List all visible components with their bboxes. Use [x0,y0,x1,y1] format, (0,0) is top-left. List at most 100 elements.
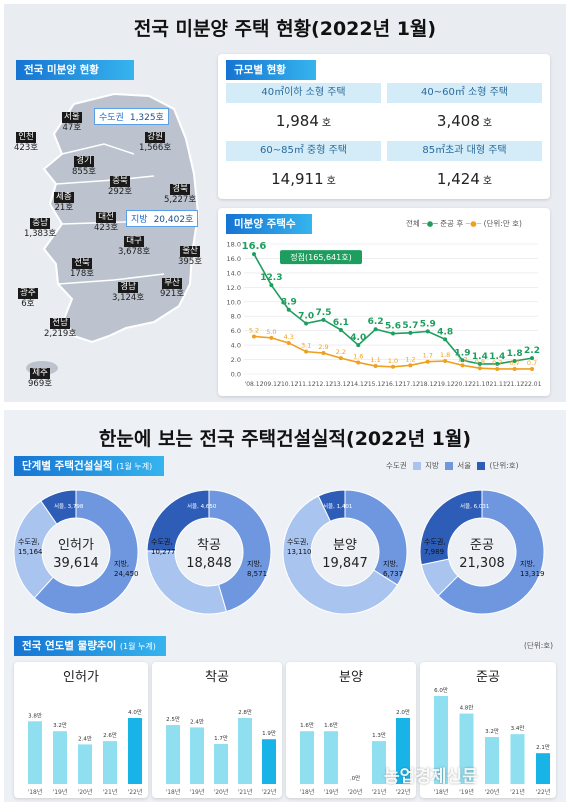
bar-category-label: '19년 [324,788,339,796]
y-tick-label: 8.0 [231,313,241,321]
donut-total: 18,848 [186,556,232,571]
province-box: 지방 20,402호 [126,210,199,227]
data-point [530,356,534,361]
y-tick-label: 4.0 [231,342,241,350]
bar-category-label: '19년 [190,788,205,796]
data-point [530,366,534,371]
data-point [391,331,395,336]
data-point [269,335,274,340]
region-jeonbuk: 전북 178호 [70,258,95,279]
donut-province-label: 지방, [520,559,535,568]
x-tick-label: '19.12 [436,381,455,388]
region-chungbuk: 충북 292호 [108,176,133,197]
data-point [356,343,361,348]
data-point [304,321,309,326]
data-label: 6.1 [333,318,349,328]
size-head-2: 60~85㎡ 중형 주택 [226,141,381,161]
donut-province-label: 지방, [383,559,398,568]
bar-value-label: 3.2만 [485,727,499,735]
bar-category-label: '18년 [434,788,449,796]
region-gyeonggi: 경기 855호 [72,156,97,177]
donut-slice-seoul [317,489,346,522]
bar [53,731,67,784]
legend-unit: (단위:만 호) [483,219,522,228]
bar-value-label: 1.7만 [214,734,228,742]
data-point [356,360,361,365]
bar-value-label: 1.6만 [300,721,314,729]
data-point [425,359,430,364]
bar [238,718,252,784]
region-incheon: 인천 423호 [14,132,39,153]
data-label: 1.2 [457,355,467,363]
bar-value-label: 2.5만 [166,715,180,723]
region-busan: 부산 921호 [160,278,185,299]
bar [536,753,550,784]
yearly-bar-charts: 3.8만 '18년 3.2만 '19년 2.4만 '20년 2.6만 '21년 4.0만 '22년… [28,686,551,796]
bar [166,725,180,784]
donut-province-label: 지방, [114,559,129,568]
data-point [460,363,465,368]
data-point [443,337,448,342]
bar-category-label: '18년 [300,788,315,796]
y-tick-label: 2.0 [231,356,241,364]
bar-value-label: 2.1만 [536,743,550,751]
donut-seoul-label: 서울, 3,798 [54,502,84,510]
data-label: 1.1 [370,356,380,364]
data-label: 5.7 [402,321,418,331]
x-tick-label: '09.12 [262,381,281,388]
x-tick-label: '21.12 [505,381,524,388]
region-jeju: 제주 969호 [28,368,53,389]
x-tick-label: '13.12 [331,381,350,388]
data-label: 1.8 [507,349,523,359]
bar [434,696,448,784]
donut-capital-value: 10,277 [151,548,176,556]
data-point [460,358,465,363]
size-label: 규모별 현황 [226,60,316,80]
bar [510,734,525,784]
donut-slice-province [33,489,139,615]
data-label: 1.8 [440,351,450,359]
donut-slice-seoul [419,489,483,566]
data-point [373,327,378,332]
donut-seoul-label: 서울, 1,401 [323,502,352,510]
data-label: 2.2 [524,346,540,356]
peak-callout-box [280,250,362,265]
donut-slice-province [208,489,272,613]
legend-after: 준공 후 [440,219,464,228]
donut-slice-seoul [146,489,210,552]
series-line-0 [253,253,533,365]
x-tick-label: '21.10 [470,381,489,388]
x-tick-label: '11.12 [297,381,316,388]
bar-value-label: 2.4만 [78,734,92,742]
x-tick-label: '10.12 [279,381,298,388]
y-tick-label: 18.0 [227,241,241,249]
data-label: 1.7 [423,352,433,360]
data-label: 7.5 [316,308,332,318]
x-tick-label: '21.11 [488,381,507,388]
region-daejeon: 대전 423호 [94,212,119,233]
x-tick-label: '08.12 [245,381,264,388]
bar-value-label: 2.6만 [103,731,117,739]
bar [103,741,117,784]
donut-province-value: 6,737 [383,570,403,578]
data-label: 1.9 [455,348,471,358]
data-point [338,356,343,361]
data-label: 1.6 [353,352,363,360]
bar-category-label: '21년 [103,788,118,796]
data-point [338,327,343,332]
bar-value-label: .0만 [350,774,360,782]
bar-category-label: '22년 [536,788,551,796]
donut-capital-value: 15,164 [18,548,43,556]
data-point [391,364,395,369]
region-daegu: 대구 3,678호 [118,236,151,257]
donut-province-value: 13,319 [520,570,545,578]
bar [372,741,386,784]
x-tick-label: '14.12 [349,381,368,388]
data-point [252,252,256,257]
bar [128,718,142,784]
data-label: 5.0 [266,328,276,336]
y-tick-label: 10.0 [227,298,241,306]
donut-title: 분양 [333,538,357,553]
donut-total: 21,308 [459,556,505,571]
data-label: 1.2 [405,355,415,363]
